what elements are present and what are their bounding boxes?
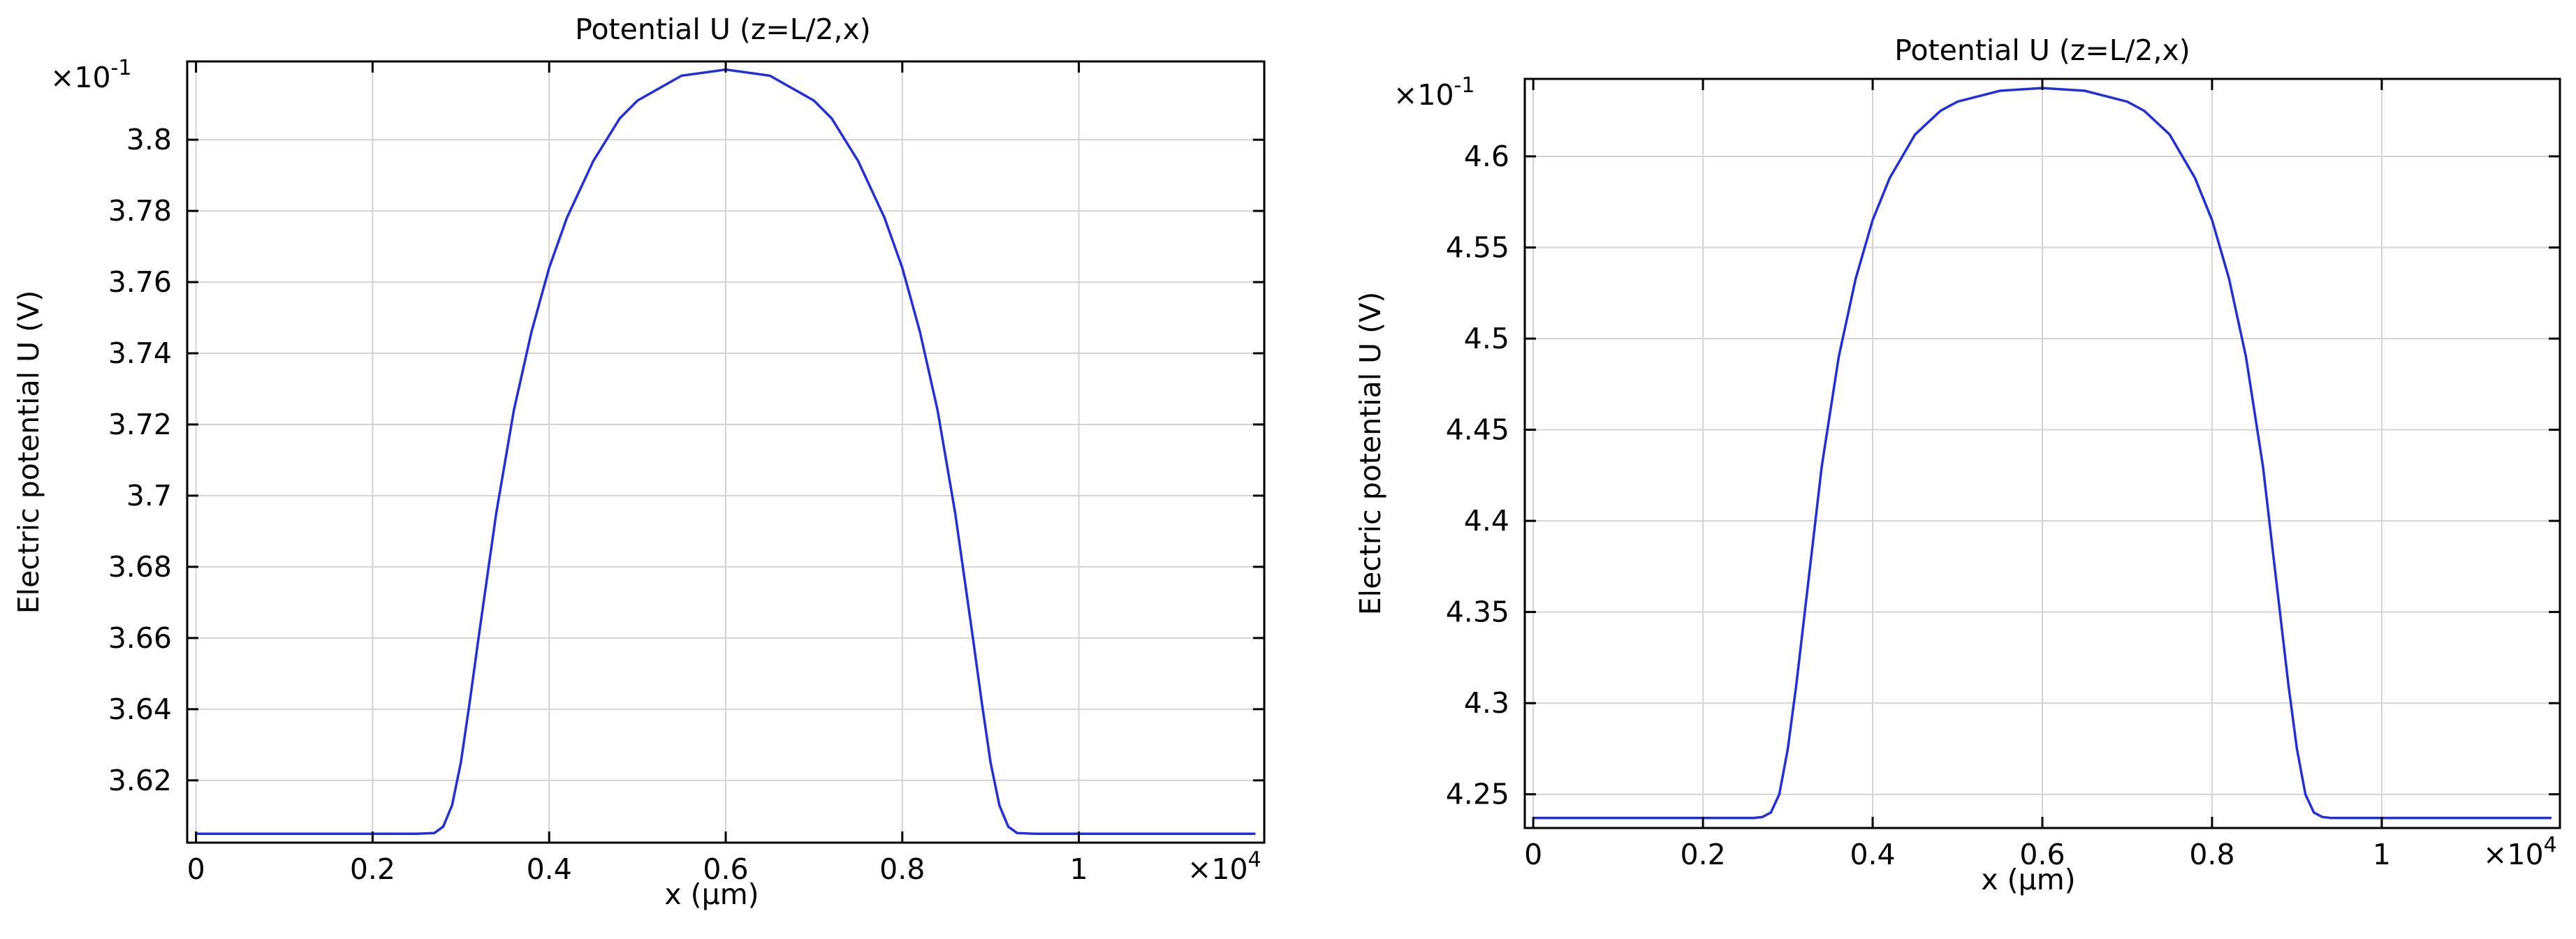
y-tick-label: 4.6 [1464, 140, 1509, 173]
x-multiplier: ×104 [1187, 848, 1261, 886]
chart-title: Potential U (z=L/2,x) [1894, 34, 2190, 67]
chart-2: 0 0.2 0.4 0.6 0.8 1 4.25 4.3 4.35 4.4 4.45 4.5 4.55 4… [1354, 34, 2561, 896]
x-multiplier-base: ×10 [1187, 852, 1248, 886]
x-tick-label: 0.8 [879, 852, 925, 886]
x-tick-label: 0.8 [2189, 838, 2234, 871]
x-multiplier-base: ×10 [2483, 838, 2544, 871]
y-tick-label: 4.45 [1446, 413, 1509, 447]
x-tick-label: 1 [2373, 838, 2391, 871]
y-tick-label: 3.78 [108, 194, 172, 228]
chart-title: Potential U (z=L/2,x) [575, 13, 871, 46]
x-multiplier-exp: 4 [2544, 833, 2557, 857]
y-tick-label: 3.62 [108, 764, 172, 797]
y-tick-label: 3.74 [108, 337, 172, 370]
y-multiplier-base: ×10 [50, 61, 111, 94]
y-tick-label: 4.55 [1446, 230, 1509, 264]
x-tick-label: 0.6 [703, 852, 748, 886]
y-multiplier: ×10-1 [1393, 73, 1474, 112]
y-axis-label: Electric potential U (V) [1354, 292, 1387, 615]
y-tick-label: 4.3 [1464, 686, 1509, 720]
y-tick-label: 3.68 [108, 550, 172, 584]
x-tick-label: 0 [187, 852, 205, 886]
x-axis-label: x (µm) [664, 878, 759, 911]
x-tick-label: 0.6 [2019, 838, 2065, 871]
y-multiplier: ×10-1 [50, 56, 131, 94]
y-tick-label: 3.64 [108, 693, 172, 726]
y-tick-label: 3.66 [108, 621, 172, 655]
x-multiplier-exp: 4 [1248, 848, 1261, 872]
y-tick-label: 4.4 [1464, 504, 1509, 538]
y-tick-label: 3.7 [126, 479, 172, 512]
x-tick-label: 0.4 [527, 852, 572, 886]
x-multiplier: ×104 [2483, 833, 2557, 871]
x-tick-label: 0.4 [1850, 838, 1895, 871]
y-tick-label: 3.8 [126, 123, 172, 156]
y-multiplier-base: ×10 [1393, 78, 1454, 112]
y-tick-label: 4.25 [1446, 778, 1509, 811]
chart-1: 0 0.2 0.4 0.6 0.8 1 3.62 3.64 3.66 3.68 3.7 3.72 3.7… [12, 13, 1266, 911]
x-tick-label: 0.2 [1680, 838, 1725, 871]
y-tick-label: 3.76 [108, 265, 172, 299]
y-axis-label: Electric potential U (V) [12, 290, 45, 614]
y-multiplier-exp: -1 [111, 56, 132, 80]
y-tick-label: 4.5 [1464, 322, 1509, 355]
x-axis-label: x (µm) [1981, 863, 2075, 896]
x-tick-label: 0.2 [350, 852, 395, 886]
x-tick-label: 1 [1070, 852, 1088, 886]
y-tick-label: 4.35 [1446, 596, 1509, 629]
y-multiplier-exp: -1 [1454, 73, 1475, 98]
y-tick-label: 3.72 [108, 408, 172, 441]
x-tick-label: 0 [1524, 838, 1542, 871]
